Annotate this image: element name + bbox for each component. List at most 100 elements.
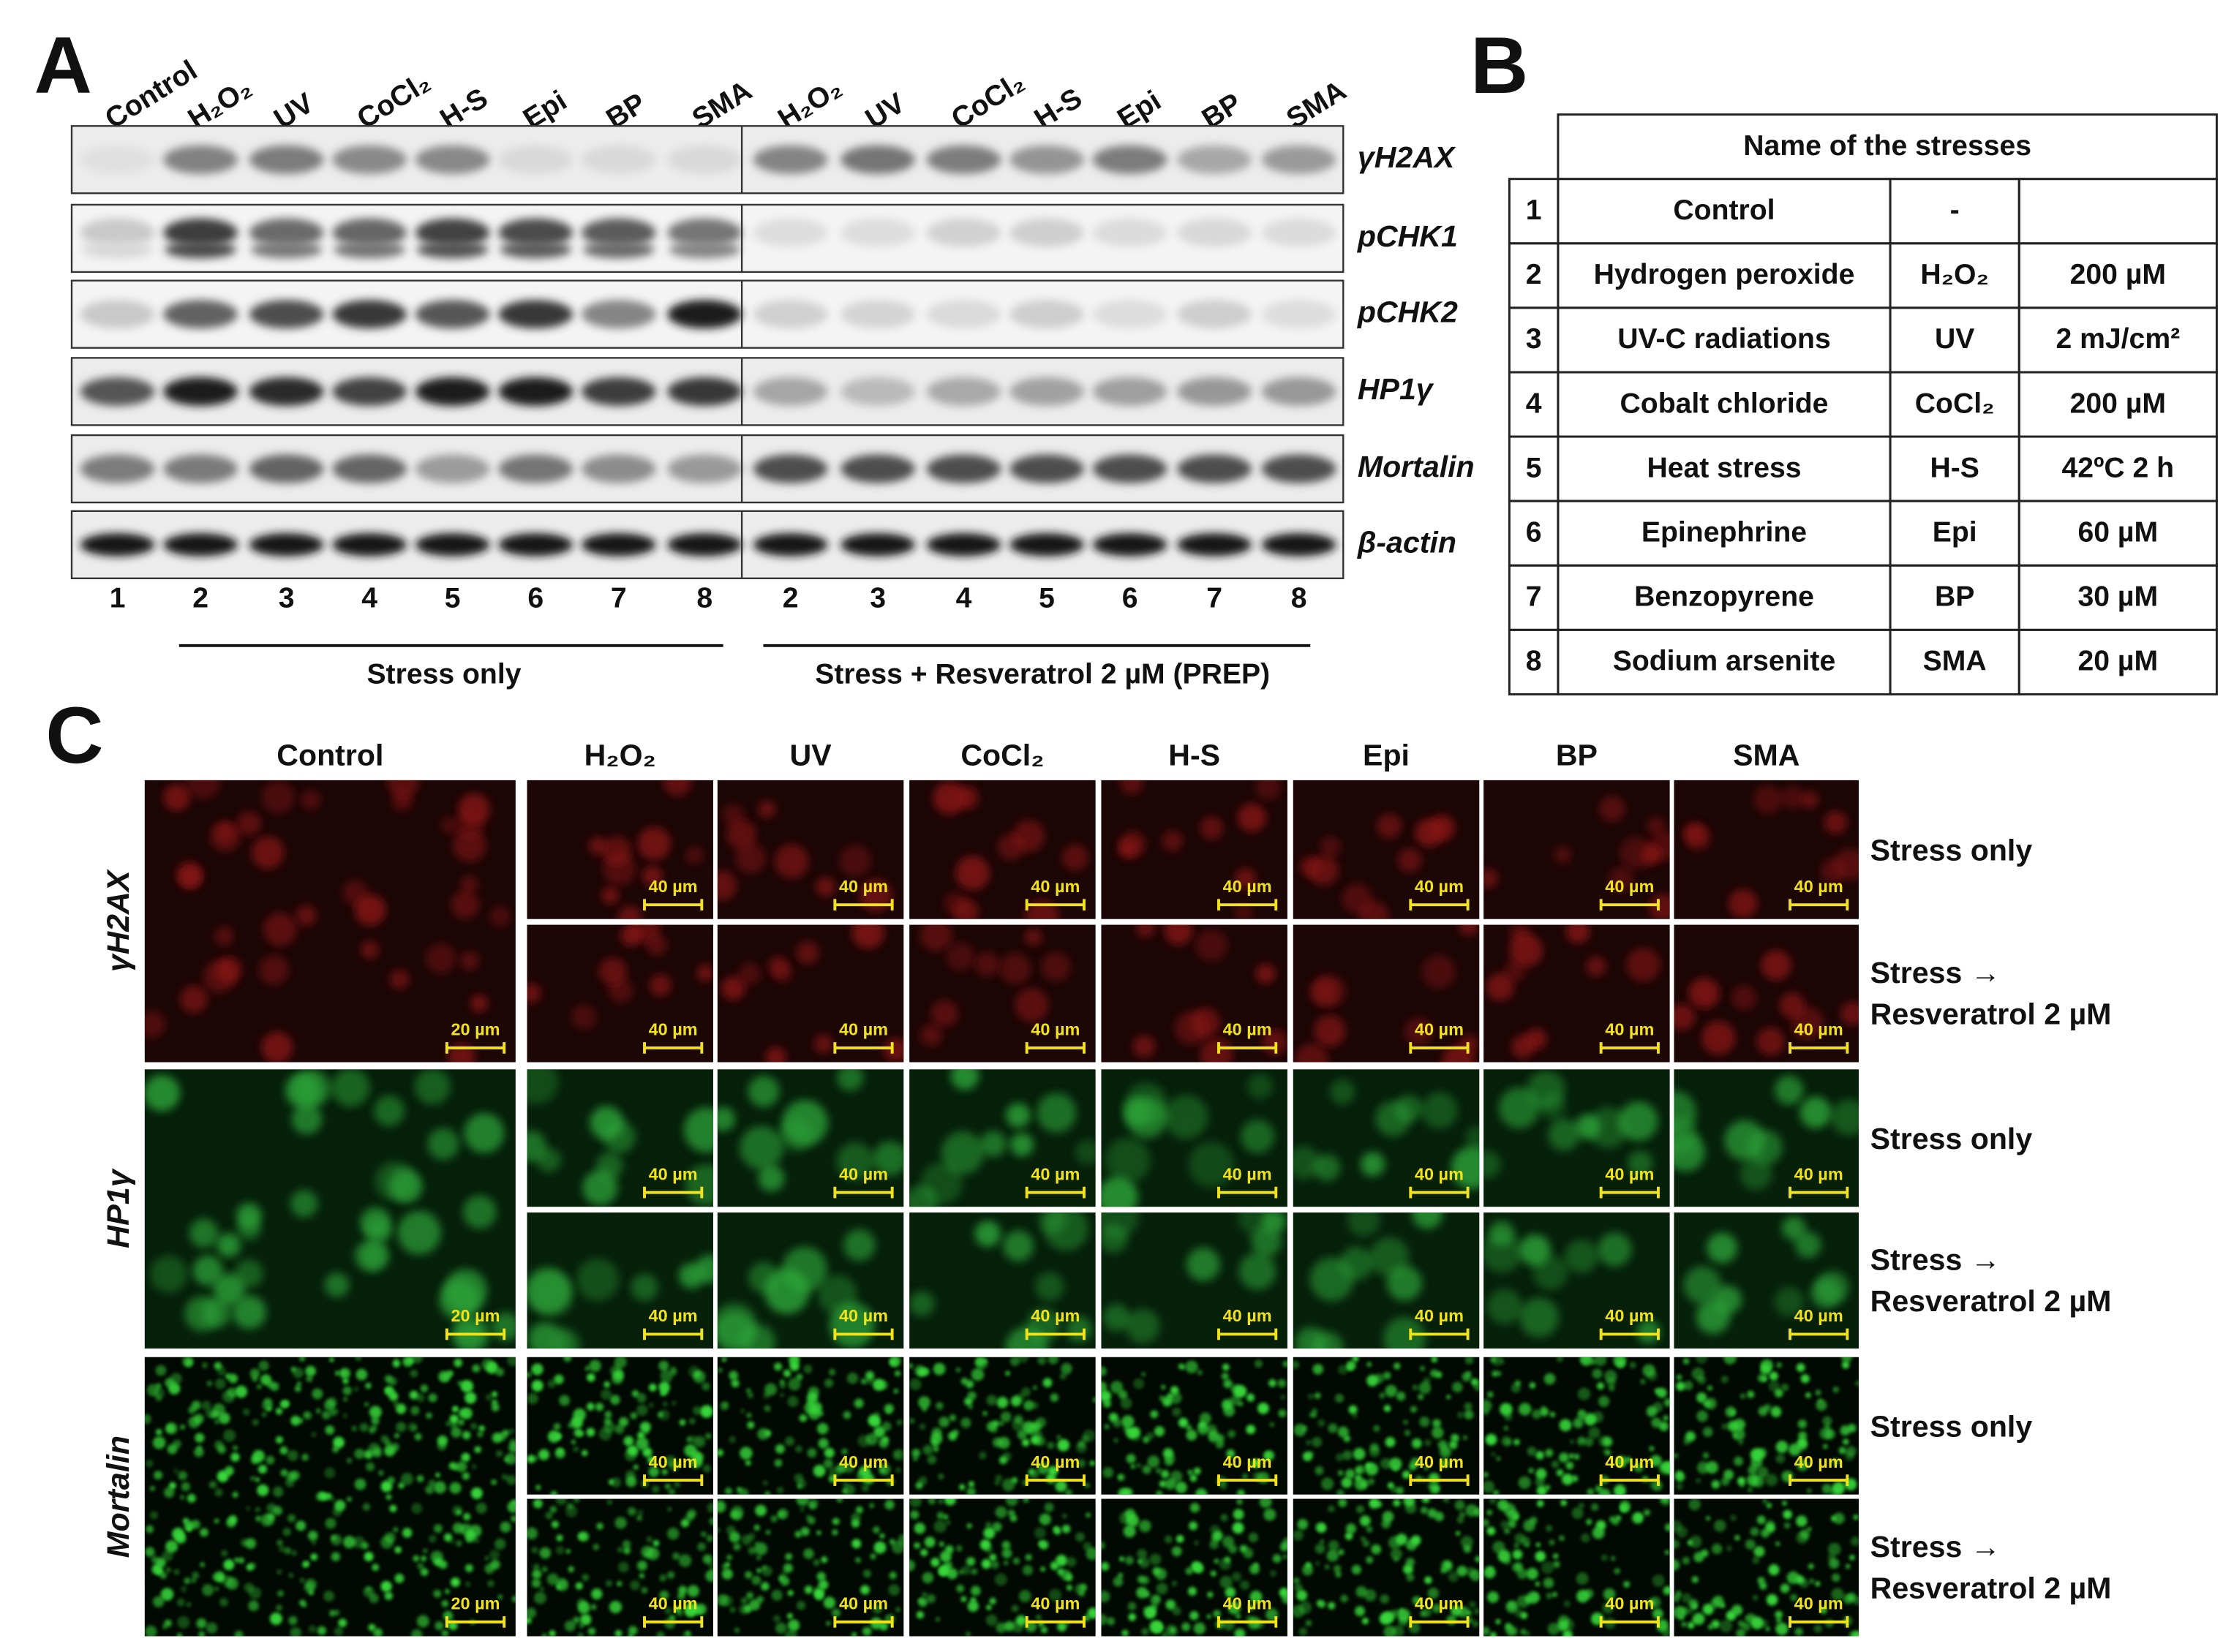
mitochondria	[1232, 1522, 1244, 1534]
condition-label: Resveratrol 2 µM	[1870, 997, 2112, 1031]
mitochondria	[506, 1475, 516, 1485]
mitochondria	[979, 1452, 987, 1460]
mitochondria	[1194, 1540, 1199, 1545]
mitochondria	[1087, 1607, 1096, 1619]
mitochondria	[1565, 1461, 1574, 1470]
micrograph-content	[721, 924, 904, 1063]
nucleus	[464, 1112, 505, 1153]
mitochondria	[1172, 1407, 1181, 1417]
mitochondria	[865, 1376, 875, 1385]
lane-number: 5	[445, 583, 461, 614]
mitochondria	[1298, 1627, 1308, 1636]
mitochondria	[1616, 1359, 1625, 1368]
mitochondria	[1272, 1554, 1282, 1564]
mitochondria	[1225, 1587, 1236, 1598]
mitochondria	[1829, 1486, 1842, 1495]
mitochondria	[352, 1536, 365, 1549]
mitochondria	[1775, 1541, 1780, 1547]
nucleus	[1486, 1289, 1522, 1324]
mitochondria	[1511, 1563, 1522, 1572]
mitochondria	[365, 1382, 372, 1389]
mitochondria	[911, 1449, 921, 1457]
mitochondria	[495, 1368, 505, 1376]
mitochondria	[1392, 1625, 1404, 1637]
mitochondria	[938, 1567, 947, 1576]
mitochondria	[1379, 1613, 1392, 1625]
mitochondria	[1551, 1460, 1560, 1468]
mitochondria	[968, 1404, 973, 1409]
mitochondria	[463, 1512, 471, 1521]
nucleus	[536, 1147, 561, 1172]
mitochondria	[879, 1533, 885, 1539]
mitochondria	[762, 1480, 768, 1486]
mitochondria	[734, 1627, 740, 1633]
mitochondria	[1492, 1541, 1505, 1554]
nucleus	[1262, 1212, 1287, 1234]
mitochondria	[417, 1562, 424, 1570]
mitochondria	[282, 1400, 290, 1408]
scale-bar-label: 40 µm	[1031, 1452, 1080, 1471]
mitochondria	[1150, 1594, 1161, 1605]
mitochondria	[1338, 1498, 1347, 1507]
mitochondria	[1742, 1622, 1751, 1632]
mitochondria	[1053, 1527, 1061, 1535]
nucleus	[1565, 924, 1590, 943]
mitochondria	[563, 1357, 572, 1362]
mitochondria	[1037, 1357, 1047, 1365]
mitochondria	[1296, 1590, 1308, 1602]
mitochondria	[1393, 1498, 1401, 1507]
nucleus	[1565, 1240, 1598, 1273]
nucleus	[1308, 855, 1339, 886]
mitochondria	[1101, 1562, 1110, 1571]
mitochondria	[1282, 1537, 1287, 1547]
mitochondria	[449, 1414, 459, 1424]
mitochondria	[173, 1569, 180, 1575]
mitochondria	[1328, 1540, 1339, 1551]
mitochondria	[1559, 1535, 1565, 1542]
scale-bar-label: 40 µm	[839, 877, 888, 896]
mitochondria	[1101, 1390, 1112, 1403]
mitochondria	[1396, 1534, 1407, 1545]
mitochondria	[1016, 1615, 1027, 1626]
nucleus	[722, 803, 745, 826]
mitochondria	[1500, 1403, 1513, 1417]
scale-bar-label: 40 µm	[1031, 1306, 1080, 1325]
mitochondria	[1526, 1567, 1538, 1580]
mitochondria	[491, 1479, 497, 1485]
mitochondria	[321, 1493, 329, 1501]
nucleus	[601, 886, 620, 905]
mitochondria	[1165, 1457, 1173, 1466]
nucleus	[1647, 816, 1666, 836]
mitochondria	[618, 1561, 629, 1573]
mitochondria	[573, 1446, 579, 1452]
mitochondria	[438, 1370, 450, 1383]
mitochondria	[1355, 1505, 1365, 1514]
mitochondria	[1832, 1458, 1840, 1466]
mitochondria	[1001, 1548, 1012, 1558]
mitochondria	[909, 1418, 915, 1425]
mitochondria	[1702, 1604, 1714, 1615]
nucleus	[414, 1069, 451, 1105]
mitochondria	[1674, 1539, 1680, 1549]
mitochondria	[580, 1613, 592, 1626]
mitochondria	[1427, 1587, 1440, 1599]
blot-band	[415, 300, 490, 329]
mitochondria	[433, 1524, 443, 1534]
mitochondria	[1688, 1599, 1699, 1609]
mitochondria	[1143, 1436, 1150, 1444]
mitochondria	[1293, 1530, 1304, 1541]
panel-label: A	[34, 21, 92, 110]
nucleus	[1554, 846, 1572, 864]
mitochondria	[1199, 1412, 1211, 1425]
mitochondria	[1552, 1553, 1559, 1559]
mitochondria	[452, 1522, 464, 1534]
mitochondria	[188, 1416, 200, 1428]
mitochondria	[1337, 1470, 1344, 1476]
mitochondria	[609, 1600, 623, 1614]
mitochondria	[261, 1411, 267, 1417]
mitochondria	[764, 1491, 770, 1495]
mitochondria	[847, 1602, 854, 1609]
mitochondria	[311, 1540, 317, 1545]
mitochondria	[1263, 1452, 1272, 1460]
mitochondria	[234, 1558, 239, 1563]
